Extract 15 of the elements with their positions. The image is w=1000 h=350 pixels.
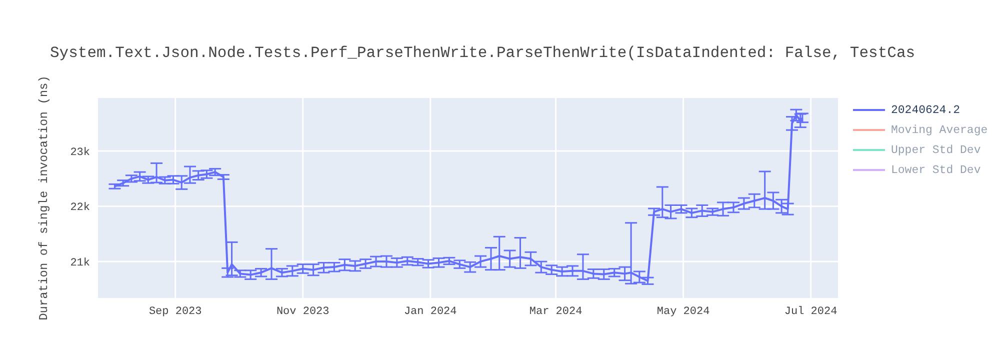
- y-tick-label: 21k: [70, 257, 90, 270]
- legend-label: Moving Average: [891, 124, 988, 136]
- chart-title: System.Text.Json.Node.Tests.Perf_ParseThenWrite.ParseThenWrite(IsDataIndented: False, TestCas: [50, 44, 916, 62]
- legend-label: Lower Std Dev: [891, 164, 981, 176]
- x-tick-label: Jul 2024: [784, 306, 838, 318]
- x-tick-label: Nov 2023: [276, 306, 330, 318]
- x-tick-label: Sep 2023: [148, 306, 202, 318]
- legend-label: Upper Std Dev: [891, 144, 981, 156]
- x-tick-label: Mar 2024: [529, 306, 583, 318]
- y-axis-title: Duration of single invocation (ns): [37, 76, 51, 320]
- y-tick-label: 22k: [70, 202, 90, 214]
- y-tick-label: 23k: [70, 146, 90, 159]
- x-tick-label: Jan 2024: [404, 306, 458, 318]
- x-tick-label: May 2024: [656, 306, 710, 318]
- legend-label: 20240624.2: [891, 104, 960, 116]
